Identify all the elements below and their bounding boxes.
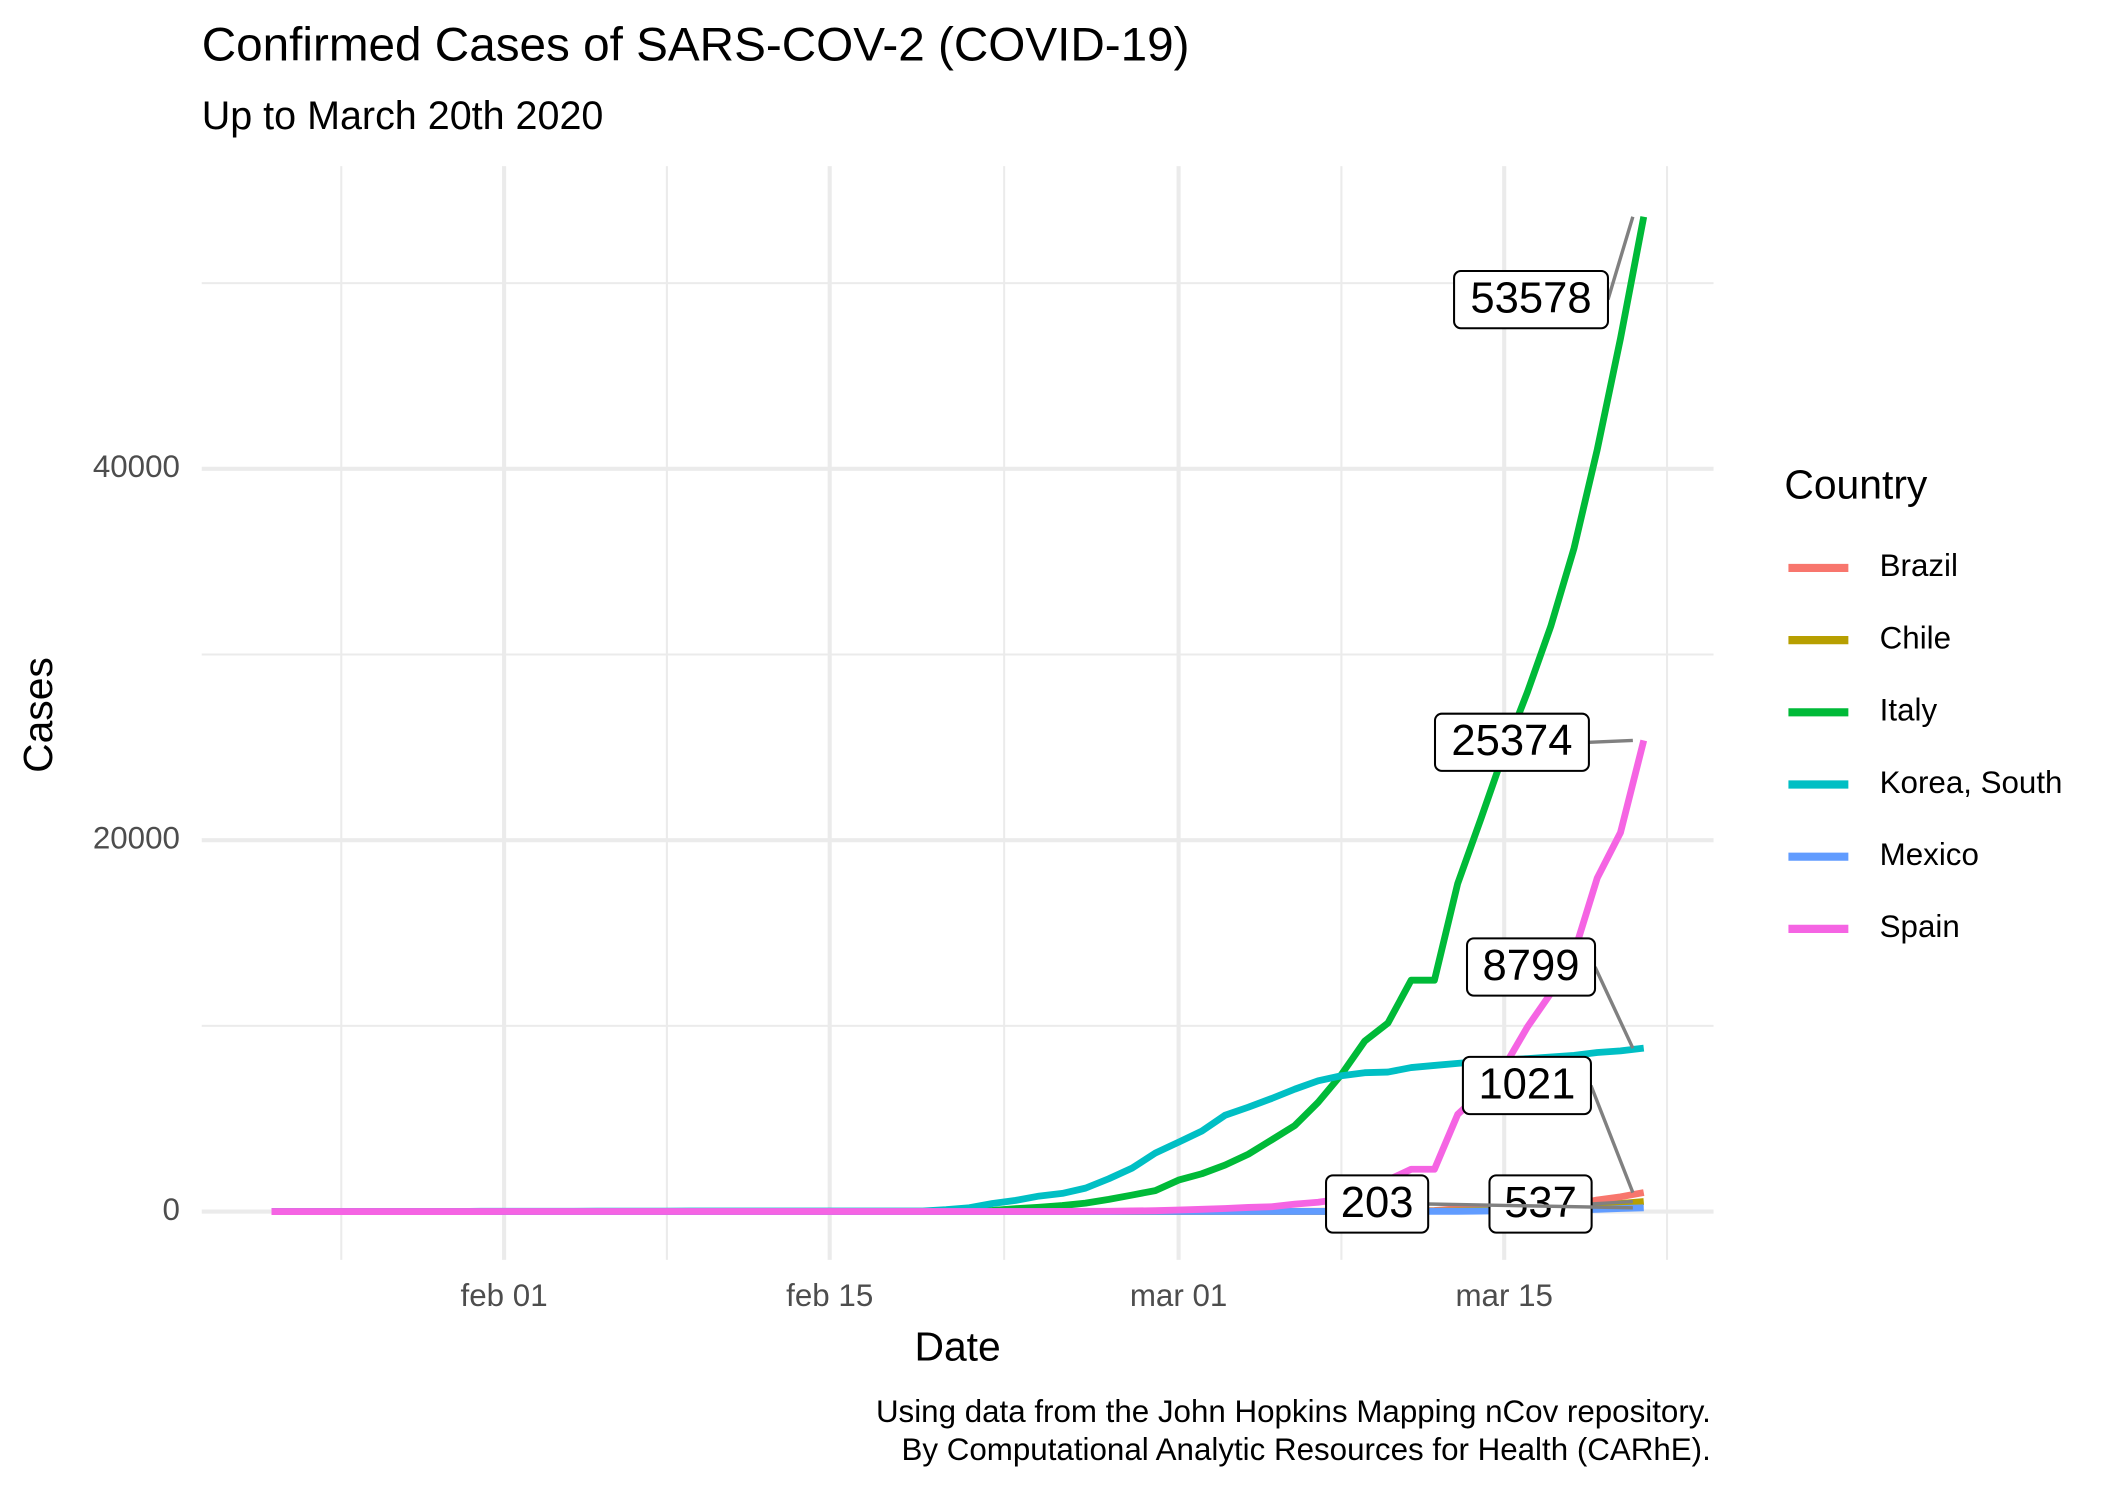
chart-subtitle: Up to March 20th 2020: [202, 94, 604, 138]
x-tick-label: feb 01: [461, 1278, 548, 1313]
caption: By Computational Analytic Resources for …: [902, 1432, 1711, 1467]
lines: [271, 216, 1648, 1215]
leader-line: [1589, 1084, 1635, 1194]
legend-label: Chile: [1880, 620, 1951, 655]
y-axis-title: Cases: [15, 657, 61, 773]
data-label: 25374: [1451, 717, 1572, 765]
label-box: [1461, 1055, 1592, 1116]
leader-line: [1428, 1202, 1633, 1210]
x-tick-label: mar 15: [1455, 1278, 1552, 1313]
data-label: 203: [1341, 1179, 1414, 1227]
annotations: 1021 537 53578 8799 203 25374: [1325, 216, 1635, 1234]
label-box: [1433, 712, 1590, 772]
y-tick-label: 20000: [93, 820, 180, 855]
data-label: 53578: [1470, 275, 1591, 323]
legend-label: Brazil: [1880, 548, 1958, 583]
x-tick-label: mar 01: [1130, 1278, 1227, 1313]
y-tick-label: 0: [163, 1192, 180, 1227]
legend-title: Country: [1784, 461, 1928, 507]
leader-line: [1588, 738, 1633, 744]
label-box: [1325, 1174, 1430, 1234]
legend-label: Spain: [1880, 909, 1960, 944]
label-box: [1465, 937, 1597, 997]
label-box: [1453, 270, 1609, 330]
x-axis-title: Date: [914, 1324, 1000, 1370]
series-line: [271, 739, 1648, 1215]
data-label: 537: [1504, 1179, 1577, 1227]
data-label: 8799: [1483, 942, 1580, 990]
caption: Using data from the John Hopkins Mapping…: [876, 1394, 1711, 1429]
leader-line: [1591, 1199, 1633, 1206]
legend-label: Korea, South: [1880, 765, 2063, 800]
legend-label: Mexico: [1880, 837, 1979, 872]
y-tick-label: 40000: [93, 449, 180, 484]
legend-label: Italy: [1880, 693, 1938, 728]
data-label: 1021: [1478, 1060, 1575, 1108]
chart-title: Confirmed Cases of SARS-COV-2 (COVID-19): [202, 18, 1190, 71]
leader-line: [1606, 216, 1635, 301]
leader-line: [1593, 966, 1635, 1049]
x-tick-label: feb 15: [786, 1278, 873, 1313]
